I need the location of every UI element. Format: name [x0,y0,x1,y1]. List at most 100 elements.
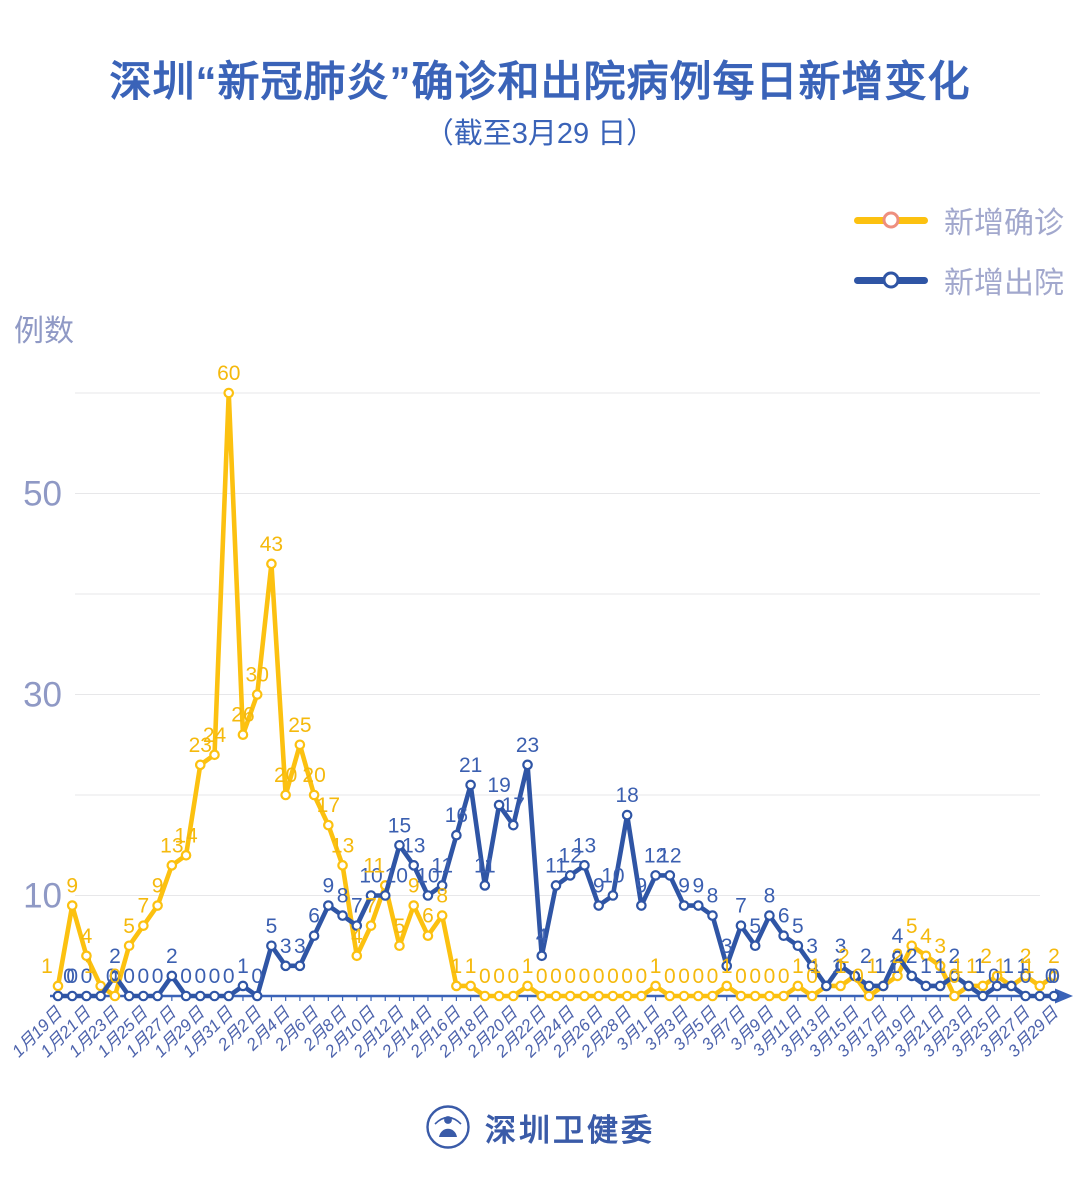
data-point[interactable] [1020,970,1031,982]
legend-item-confirmed[interactable]: 新增确诊 [854,198,1064,242]
data-point[interactable] [465,779,476,791]
data-point[interactable] [308,930,320,941]
data-point[interactable] [280,960,291,972]
data-point[interactable] [792,980,804,992]
data-point[interactable] [892,950,903,962]
data-point[interactable] [280,789,291,801]
data-point[interactable] [806,960,818,972]
data-point[interactable] [451,980,462,992]
data-point[interactable] [166,970,178,982]
data-point[interactable] [194,759,206,771]
data-point[interactable] [323,900,334,911]
data-point[interactable] [749,990,761,1002]
data-point[interactable] [465,980,476,992]
data-point[interactable] [977,990,989,1002]
data-point[interactable] [451,829,462,841]
data-point[interactable] [550,880,562,891]
data-point[interactable] [977,980,989,992]
data-point[interactable] [351,920,363,931]
data-point[interactable] [394,940,405,952]
data-point[interactable] [806,990,818,1002]
data-point[interactable] [721,980,733,992]
data-point[interactable] [251,990,263,1002]
data-point[interactable] [906,940,918,952]
data-point[interactable] [337,860,348,871]
data-point[interactable] [692,900,704,911]
data-point[interactable] [209,749,220,761]
data-point[interactable] [536,950,548,962]
data-point[interactable] [1048,990,1060,1002]
data-point[interactable] [95,990,106,1002]
data-point[interactable] [166,860,178,871]
data-point[interactable] [351,950,363,962]
data-point[interactable] [294,739,306,751]
data-point[interactable] [266,558,277,570]
data-point[interactable] [579,990,590,1002]
data-point[interactable] [821,980,832,992]
data-point[interactable] [81,950,92,962]
legend-item-discharged[interactable]: 新增出院 [854,258,1064,302]
data-point[interactable] [564,870,576,881]
data-point[interactable] [650,980,661,992]
data-point[interactable] [138,990,149,1002]
data-point[interactable] [892,970,903,982]
data-point[interactable] [109,990,121,1002]
data-point[interactable] [1048,970,1060,982]
data-point[interactable] [1020,990,1031,1002]
data-point[interactable] [920,950,932,962]
data-point[interactable] [66,900,78,911]
data-point[interactable] [365,920,377,931]
data-point[interactable] [223,990,235,1002]
data-point[interactable] [863,980,875,992]
data-point[interactable] [308,789,320,801]
data-point[interactable] [664,870,676,881]
data-point[interactable] [1034,980,1046,992]
data-point[interactable] [764,910,775,921]
data-point[interactable] [664,990,676,1002]
data-point[interactable] [180,990,192,1002]
data-point[interactable] [934,960,946,972]
data-point[interactable] [52,990,64,1002]
data-point[interactable] [749,940,761,952]
data-point[interactable] [678,900,690,911]
data-point[interactable] [792,940,804,952]
data-point[interactable] [849,970,861,982]
data-point[interactable] [735,990,747,1002]
data-point[interactable] [394,839,405,851]
data-point[interactable] [95,980,106,992]
data-point[interactable] [949,970,960,982]
data-point[interactable] [294,960,306,972]
data-point[interactable] [266,940,277,952]
data-point[interactable] [522,980,533,992]
data-point[interactable] [123,990,135,1002]
data-point[interactable] [607,990,619,1002]
data-point[interactable] [906,970,918,982]
data-point[interactable] [493,799,505,811]
data-point[interactable] [422,930,434,941]
data-point[interactable] [650,870,661,881]
data-point[interactable] [593,990,604,1002]
data-point[interactable] [721,960,733,972]
data-point[interactable] [152,990,163,1002]
data-point[interactable] [579,860,590,871]
data-point[interactable] [607,890,619,901]
data-point[interactable] [508,990,519,1002]
data-point[interactable] [692,990,704,1002]
data-point[interactable] [323,819,334,831]
data-point[interactable] [209,990,220,1002]
data-point[interactable] [138,920,149,931]
data-point[interactable] [365,890,377,901]
data-point[interactable] [479,990,491,1002]
data-point[interactable] [479,880,491,891]
data-point[interactable] [735,920,747,931]
data-point[interactable] [152,900,163,911]
data-point[interactable] [493,990,505,1002]
data-point[interactable] [707,910,718,921]
data-point[interactable] [1034,990,1046,1002]
data-point[interactable] [593,900,604,911]
data-point[interactable] [863,990,875,1002]
data-point[interactable] [678,990,690,1002]
data-point[interactable] [835,980,846,992]
data-point[interactable] [934,980,946,992]
data-point[interactable] [337,910,348,921]
